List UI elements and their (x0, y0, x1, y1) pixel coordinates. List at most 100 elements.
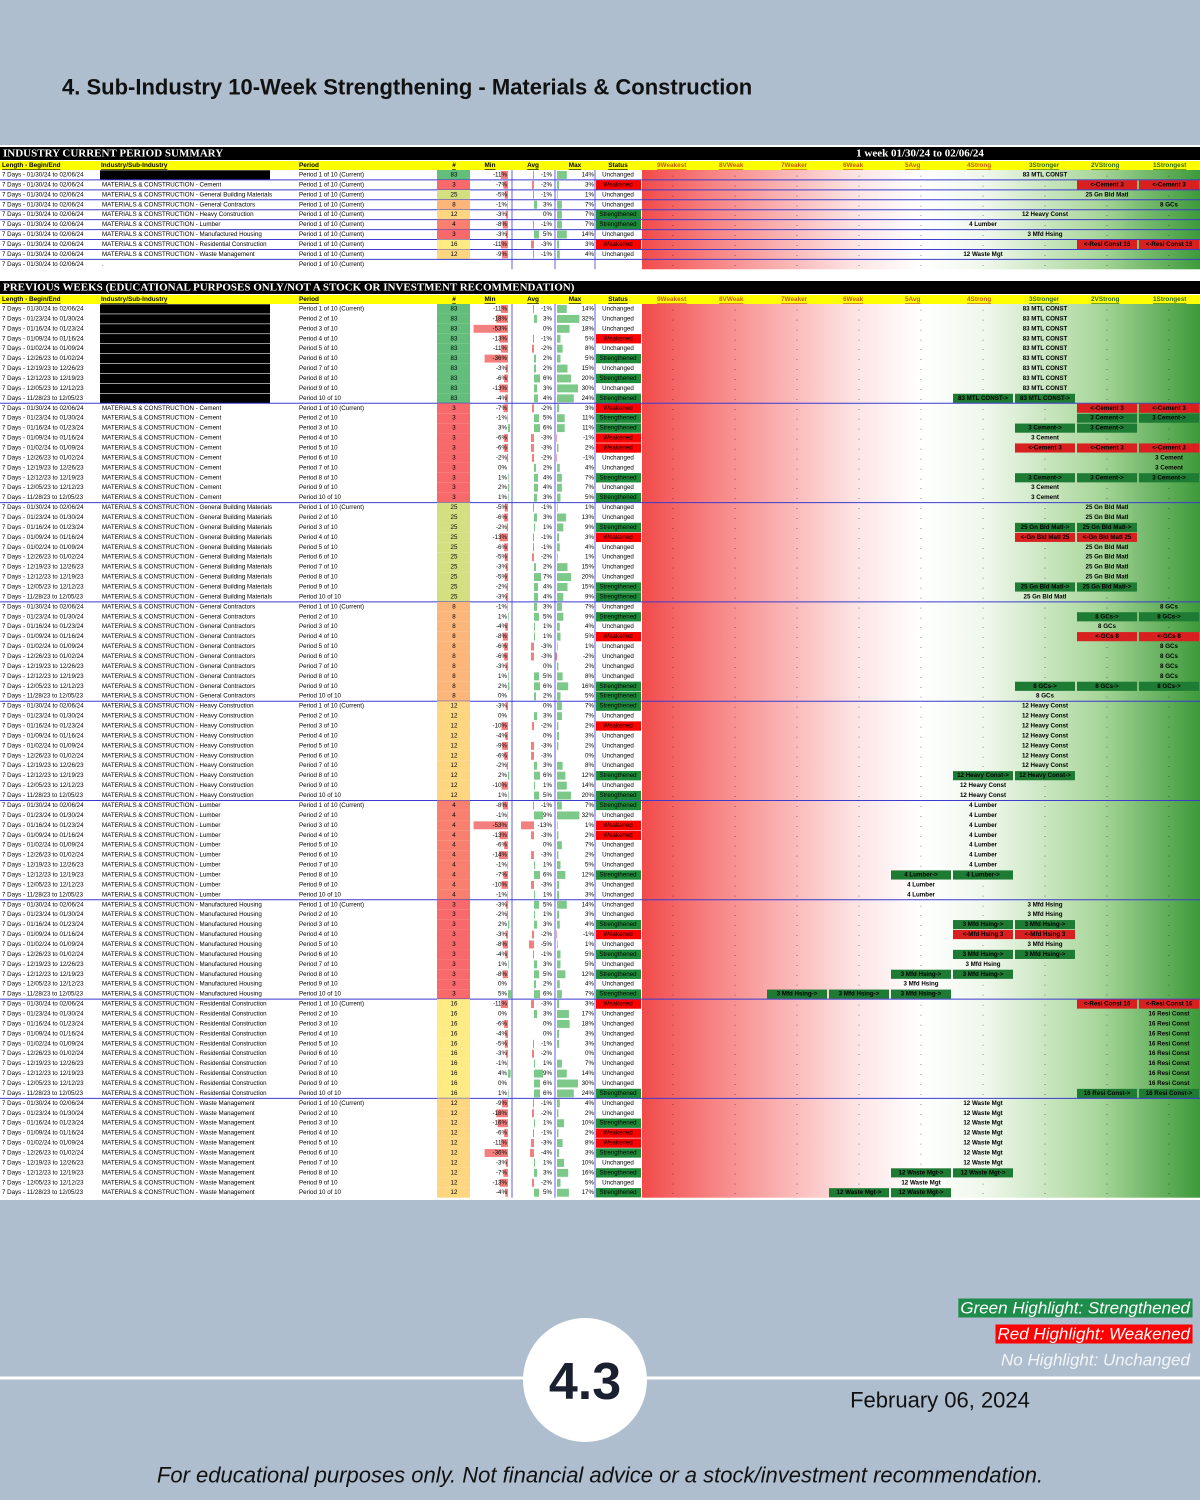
count-cell (437, 562, 470, 573)
status: Strengthened (599, 683, 637, 690)
period-length: 7 Days - 12/26/23 to 01/02/24 (2, 752, 84, 759)
metric: -1% (541, 802, 553, 809)
industry: MATERIALS & CONSTRUCTION - General Build… (102, 191, 272, 198)
period-length: 7 Days - 11/28/23 to 12/05/23 (2, 792, 84, 799)
period: Period 4 of 10 (299, 435, 338, 442)
status: Unchanged (602, 961, 634, 968)
metric: 4% (585, 921, 594, 928)
count-cell (437, 219, 470, 230)
data-bar (497, 1119, 508, 1128)
period: Period 5 of 10 (299, 345, 338, 352)
industry: MATERIALS & CONSTRUCTION - Residential C… (102, 1030, 267, 1037)
empty-cell: . (1168, 762, 1170, 769)
empty-cell: . (734, 544, 736, 551)
rank-label: 3 Cement (1031, 484, 1059, 491)
data-bar (557, 190, 558, 199)
metric: 4% (543, 395, 552, 402)
metric: -10% (493, 881, 508, 888)
empty-cell: . (672, 613, 674, 620)
status: Unchanged (602, 752, 634, 759)
period-length: 7 Days - 01/23/24 to 01/30/24 (2, 1110, 84, 1117)
industry: MATERIALS & CONSTRUCTION (102, 355, 196, 362)
empty-cell: . (796, 812, 798, 819)
empty-cell: . (796, 251, 798, 258)
empty-cell: . (1106, 454, 1108, 461)
empty-cell: . (672, 1050, 674, 1057)
empty-cell: . (796, 395, 798, 402)
industry: MATERIALS & CONSTRUCTION (102, 335, 196, 342)
empty-cell: . (734, 1169, 736, 1176)
status: Strengthened (599, 971, 637, 978)
metric: -2% (541, 405, 553, 412)
empty-cell: . (734, 852, 736, 859)
period: Period 8 of 10 (299, 1169, 338, 1176)
data-bar (499, 533, 508, 542)
period-length: 7 Days - 01/09/24 to 01/16/24 (2, 1030, 84, 1037)
empty-cell: . (858, 782, 860, 789)
data-bar (557, 632, 561, 641)
period: Period 8 of 10 (299, 375, 338, 382)
rank-label: <-Gn Bld Matl 25 (1083, 534, 1132, 541)
data-bar (556, 453, 557, 462)
empty-cell: . (796, 1100, 798, 1107)
move-highlight (891, 989, 951, 999)
empty-cell: . (672, 171, 674, 178)
empty-cell: . (1044, 1159, 1046, 1166)
empty-cell: . (1168, 335, 1170, 342)
data-bar (508, 771, 510, 780)
empty-cell: . (858, 305, 860, 312)
empty-cell: . (1168, 395, 1170, 402)
metric: 2% (585, 742, 594, 749)
empty-cell: . (672, 812, 674, 819)
count: 12 (451, 792, 458, 799)
status-highlight (596, 1088, 641, 1099)
empty-cell: . (1168, 852, 1170, 859)
status: Strengthened (599, 375, 637, 382)
count-cell (437, 413, 470, 424)
metric: 9% (543, 1070, 552, 1077)
metric: -2% (496, 584, 508, 591)
empty-cell: . (920, 1140, 922, 1147)
empty-cell: . (672, 891, 674, 898)
count: 3 (452, 415, 456, 422)
status: Unchanged (602, 514, 634, 521)
empty-cell: . (734, 454, 736, 461)
data-bar (557, 493, 561, 502)
empty-cell: . (672, 732, 674, 739)
period: Period 9 of 10 (299, 981, 338, 988)
period: Period 3 of 10 (299, 325, 338, 332)
period: Period 10 of 10 (299, 792, 342, 799)
period: Period 8 of 10 (299, 971, 338, 978)
status-highlight (596, 473, 641, 483)
status-highlight (596, 353, 641, 364)
data-bar (531, 434, 534, 443)
empty-cell: . (982, 201, 984, 208)
empty-cell: . (672, 524, 674, 531)
period: Period 5 of 10 (299, 842, 338, 849)
status: Unchanged (602, 325, 634, 332)
status: Strengthened (599, 792, 637, 799)
status: Weakened (603, 435, 633, 442)
rank-label: 3 Mfd Hsing-> (901, 991, 942, 998)
empty-cell: . (672, 1179, 674, 1186)
period-length: 7 Days - 01/09/24 to 01/16/24 (2, 832, 84, 839)
status-highlight (596, 239, 641, 250)
industry: MATERIALS & CONSTRUCTION - Residential C… (102, 1040, 267, 1047)
move-highlight (1015, 473, 1075, 483)
period-length: 7 Days - 12/12/23 to 12/19/23 (2, 871, 84, 878)
status: Unchanged (602, 732, 634, 739)
empty-cell: . (734, 345, 736, 352)
status: Unchanged (602, 305, 634, 312)
empty-cell: . (1168, 991, 1170, 998)
data-bar (531, 880, 534, 889)
metric: 3% (585, 405, 594, 412)
status: Strengthened (599, 693, 637, 700)
empty-cell: . (734, 1030, 736, 1037)
empty-cell: . (1044, 673, 1046, 680)
data-bar (557, 622, 560, 631)
count-cell (437, 423, 470, 434)
status: Strengthened (599, 1120, 637, 1127)
period-length: 7 Days - 01/23/24 to 01/30/24 (2, 1010, 84, 1017)
rank-label: 8 GCs (1160, 653, 1178, 660)
metric: -1% (496, 1060, 508, 1067)
